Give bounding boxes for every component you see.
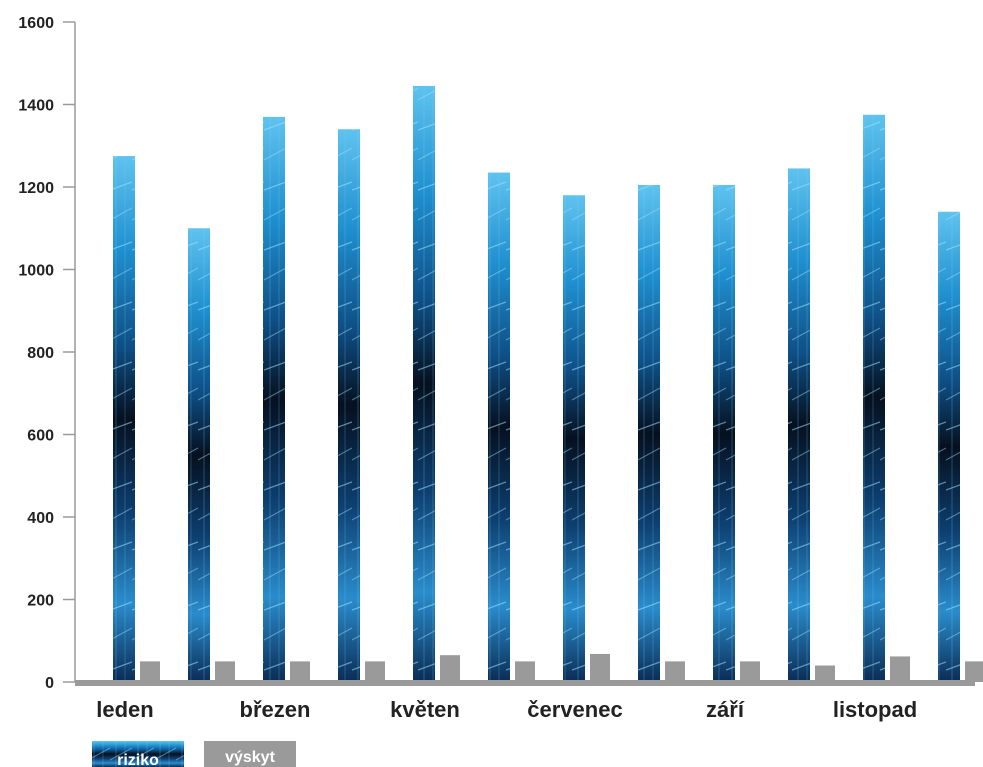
legend-swatch-vyskyt bbox=[204, 741, 296, 767]
y-tick-label: 600 bbox=[27, 428, 54, 445]
y-tick-label: 1000 bbox=[18, 263, 54, 280]
bar-vyskyt bbox=[665, 661, 685, 682]
bar-riziko-texture bbox=[563, 195, 585, 682]
bar-vyskyt bbox=[140, 661, 160, 682]
bar-vyskyt bbox=[515, 661, 535, 682]
y-tick-label: 1600 bbox=[18, 15, 54, 32]
x-axis-line bbox=[75, 680, 975, 686]
bar-riziko-texture bbox=[638, 184, 660, 682]
bar-vyskyt bbox=[290, 661, 310, 682]
legend-item-riziko: riziko bbox=[92, 741, 184, 767]
y-tick-label: 200 bbox=[27, 593, 54, 610]
bar-vyskyt bbox=[590, 653, 610, 682]
x-tick-label: červenec bbox=[527, 697, 622, 722]
bar-riziko-texture bbox=[863, 114, 885, 682]
y-tick-label: 1400 bbox=[18, 98, 54, 115]
bar-vyskyt bbox=[365, 661, 385, 682]
y-tick-label: 800 bbox=[27, 345, 54, 362]
bar-vyskyt bbox=[965, 661, 983, 682]
legend-label-vyskyt: výskyt bbox=[225, 749, 275, 766]
bar-vyskyt bbox=[215, 661, 235, 682]
bar-riziko-texture bbox=[788, 168, 810, 682]
x-tick-label: březen bbox=[240, 697, 311, 722]
bar-riziko-texture bbox=[713, 184, 735, 682]
x-tick-label: květen bbox=[390, 697, 460, 722]
bar-vyskyt bbox=[890, 656, 910, 682]
y-tick-label: 400 bbox=[27, 510, 54, 527]
x-tick-label: leden bbox=[96, 697, 153, 722]
bar-riziko-texture bbox=[938, 211, 960, 682]
x-tick-label: listopad bbox=[833, 697, 917, 722]
bar-riziko-texture bbox=[413, 85, 435, 682]
legend-item-vyskyt: výskyt bbox=[204, 741, 296, 767]
y-tick-label: 0 bbox=[45, 675, 54, 692]
legend: riziko výskyt bbox=[92, 741, 296, 767]
bar-vyskyt bbox=[740, 661, 760, 682]
y-tick-label: 1200 bbox=[18, 180, 54, 197]
bar-riziko-texture bbox=[488, 172, 510, 682]
bar-vyskyt bbox=[815, 665, 835, 682]
bar-riziko-texture bbox=[113, 156, 135, 682]
bar-riziko-texture bbox=[188, 228, 210, 682]
bar-riziko-texture bbox=[263, 116, 285, 682]
bar-vyskyt bbox=[440, 655, 460, 682]
legend-label-riziko: riziko bbox=[117, 752, 159, 767]
x-tick-label: září bbox=[706, 697, 745, 722]
bar-riziko-texture bbox=[338, 129, 360, 682]
